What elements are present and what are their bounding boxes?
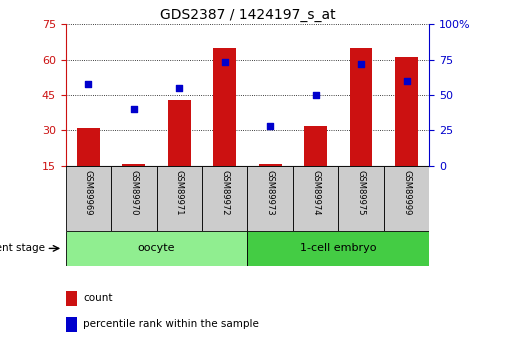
Bar — [202, 166, 247, 231]
Bar — [259, 165, 282, 166]
Point — [402, 78, 411, 83]
Text: GSM89969: GSM89969 — [84, 170, 93, 216]
Bar — [66, 317, 77, 332]
Point — [221, 60, 229, 65]
Bar — [168, 100, 191, 166]
Bar — [338, 166, 384, 231]
Point — [84, 81, 92, 86]
Text: GSM89974: GSM89974 — [311, 170, 320, 216]
Text: GSM89975: GSM89975 — [357, 170, 366, 216]
Text: GSM89970: GSM89970 — [129, 170, 138, 216]
Bar — [305, 126, 327, 166]
Bar — [123, 165, 145, 166]
Text: GSM89999: GSM89999 — [402, 170, 411, 216]
Text: GSM89971: GSM89971 — [175, 170, 184, 216]
Bar — [77, 128, 100, 166]
Bar — [247, 231, 429, 266]
Bar — [66, 166, 111, 231]
Point — [130, 106, 138, 112]
Bar — [247, 166, 293, 231]
Text: GSM89972: GSM89972 — [220, 170, 229, 216]
Text: GSM89973: GSM89973 — [266, 170, 275, 216]
Bar — [66, 231, 247, 266]
Bar — [293, 166, 338, 231]
Text: 1-cell embryo: 1-cell embryo — [300, 244, 377, 253]
Text: count: count — [83, 294, 113, 303]
Bar — [66, 290, 77, 306]
Title: GDS2387 / 1424197_s_at: GDS2387 / 1424197_s_at — [160, 8, 335, 22]
Point — [357, 61, 365, 67]
Text: oocyte: oocyte — [138, 244, 175, 253]
Bar — [214, 48, 236, 166]
Bar — [384, 166, 429, 231]
Bar — [350, 48, 373, 166]
Text: development stage: development stage — [0, 244, 45, 253]
Point — [175, 85, 183, 91]
Text: percentile rank within the sample: percentile rank within the sample — [83, 319, 259, 329]
Bar — [111, 166, 157, 231]
Point — [266, 123, 274, 129]
Bar — [157, 166, 202, 231]
Point — [312, 92, 320, 98]
Bar — [395, 57, 418, 166]
